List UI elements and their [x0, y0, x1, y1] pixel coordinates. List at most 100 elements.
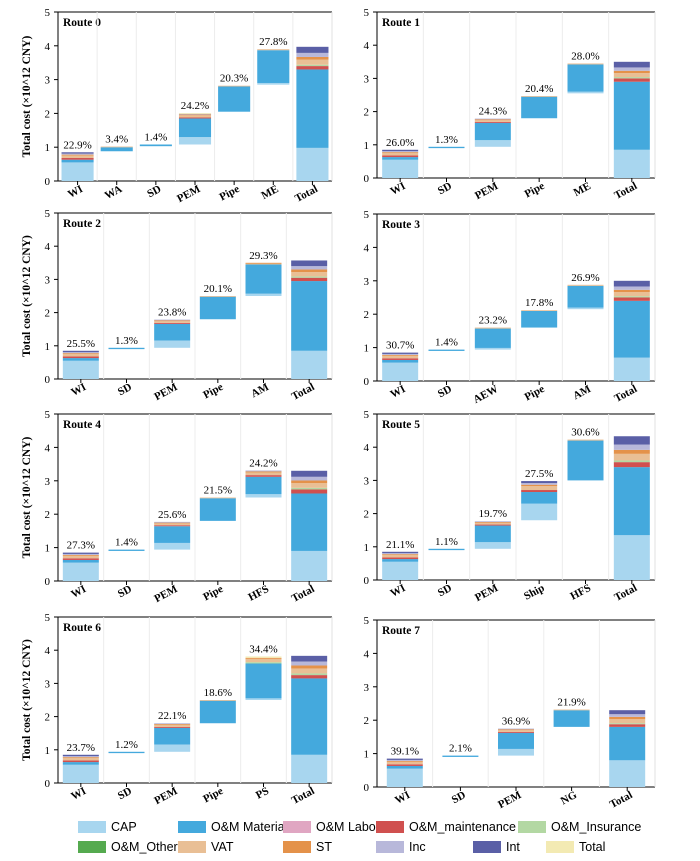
panel-title: Route 5	[382, 419, 420, 431]
data-label: 21.9%	[557, 697, 585, 709]
bar-segment	[218, 85, 251, 87]
x-tick-label: WA	[103, 183, 124, 202]
bar-segment	[62, 757, 99, 758]
legend-swatch	[518, 821, 546, 833]
bar-segment	[62, 562, 99, 581]
bar-segment	[498, 732, 534, 749]
bar-Pipe: 20.1%	[199, 283, 236, 320]
bar-segment	[154, 320, 191, 322]
panel-6: 0 1 2 3 4 5 Total cost (×10^12 CNY) Route 6 23.7…	[21, 612, 333, 807]
x-tick-label: HFS	[246, 583, 271, 604]
bar-segment	[154, 522, 191, 524]
legend-item: Int	[473, 840, 520, 854]
bar-segment	[613, 73, 650, 78]
y-tick-label: 1	[45, 142, 51, 154]
bar-segment	[474, 327, 511, 329]
bar-segment	[154, 526, 191, 543]
bar-segment	[474, 347, 511, 350]
bar-segment	[245, 262, 282, 264]
bar-segment	[199, 497, 236, 499]
legend-swatch	[546, 841, 574, 853]
figure-grid: 0 1 2 3 4 5 Total cost (×10^12 CNY) Route 0 22.9…	[21, 7, 656, 811]
bar-segment	[245, 472, 282, 476]
legend-item: O&M_maintenance	[376, 820, 516, 834]
bar-segment	[178, 137, 212, 145]
bar-HFS: 30.6%	[567, 427, 604, 481]
bar-segment	[442, 755, 479, 757]
x-tick-label: WI	[388, 180, 407, 198]
bar-PEM: 36.9%	[498, 716, 534, 756]
data-label: 1.3%	[115, 335, 138, 347]
data-label: 19.7%	[479, 508, 507, 520]
bar-segment	[521, 503, 558, 521]
bar-segment	[613, 78, 650, 82]
y-tick-label: 0	[45, 778, 51, 790]
data-label: 17.8%	[525, 297, 553, 309]
bar-NG: 21.9%	[553, 697, 590, 727]
x-tick-label: Ship	[522, 582, 547, 603]
bar-segment	[245, 475, 282, 477]
bar-SD: 1.4%	[428, 337, 465, 351]
bar-segment	[474, 542, 511, 549]
bar-WI: 27.3%	[62, 540, 99, 581]
bar-segment	[61, 155, 94, 159]
bar-segment	[613, 300, 650, 358]
legend-label: ST	[316, 840, 332, 854]
bar-segment	[291, 470, 328, 477]
bar-Pipe: 17.8%	[521, 297, 558, 328]
bar-segment	[245, 657, 282, 659]
bar-segment	[474, 521, 511, 523]
bar-segment	[553, 709, 590, 711]
legend-item: CAP	[78, 820, 137, 834]
bar-segment	[474, 524, 511, 526]
bar-segment	[474, 118, 511, 120]
legend-swatch	[283, 841, 311, 853]
legend-label: Total	[579, 840, 606, 854]
bar-segment	[245, 698, 282, 700]
bar-segment	[199, 296, 236, 297]
x-tick-label: Pipe	[201, 785, 225, 805]
bar-segment	[386, 768, 423, 787]
bar-segment	[567, 439, 604, 441]
bar-segment	[382, 561, 419, 580]
bar-segment	[245, 264, 282, 294]
bar-segment	[154, 323, 191, 341]
bar-segment	[291, 272, 328, 277]
y-tick-label: 0	[364, 575, 370, 587]
bar-WI: 22.9%	[61, 139, 94, 181]
x-tick-label: Total	[290, 381, 317, 403]
bar-Pipe: 20.3%	[218, 73, 251, 112]
y-tick-label: 2	[45, 308, 51, 320]
bar-Pipe: 20.4%	[521, 83, 558, 119]
x-tick-label: WI	[393, 789, 412, 807]
legend-swatch	[78, 821, 106, 833]
bar-segment	[291, 276, 328, 278]
data-label: 1.4%	[115, 537, 138, 549]
bar-WI: 23.7%	[62, 742, 99, 783]
bar-segment	[521, 310, 558, 328]
bar-segment	[382, 551, 419, 554]
y-tick-label: 4	[45, 241, 51, 253]
bar-SD: 1.4%	[139, 131, 172, 147]
bar-segment	[291, 668, 328, 674]
y-tick-label: 3	[364, 276, 370, 288]
bar-segment	[613, 81, 650, 150]
data-label: 24.2%	[249, 457, 277, 469]
bar-segment	[291, 476, 328, 481]
bar-segment	[613, 460, 650, 463]
data-label: 27.8%	[259, 36, 287, 48]
bar-SD: 1.1%	[428, 536, 465, 551]
bar-segment	[291, 487, 328, 490]
bar-segment	[296, 69, 329, 148]
bar-SD: 2.1%	[442, 743, 479, 757]
bar-segment	[291, 678, 328, 755]
bar-segment	[521, 96, 558, 119]
legend-item: Total	[546, 840, 605, 854]
bar-WA: 3.4%	[100, 134, 133, 152]
y-tick-label: 2	[364, 107, 370, 119]
bar-segment	[567, 64, 604, 92]
bar-segment	[613, 292, 650, 297]
bar-segment	[62, 754, 99, 757]
bar-segment	[382, 358, 419, 360]
y-tick-label: 3	[45, 678, 51, 690]
